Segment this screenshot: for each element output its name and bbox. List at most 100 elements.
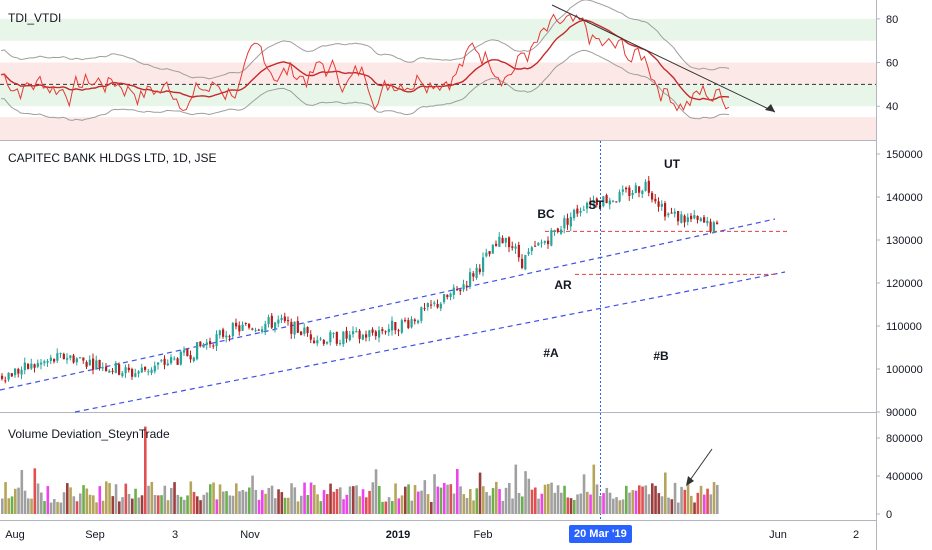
candle-body	[313, 340, 316, 344]
candle-body	[144, 366, 147, 370]
volume-bar	[410, 500, 414, 514]
candle-body	[293, 321, 296, 335]
candle-body	[465, 285, 468, 287]
volume-bar	[413, 485, 417, 514]
volume-bar	[300, 495, 303, 514]
volume-bar	[43, 501, 46, 514]
volume-bar	[287, 497, 290, 514]
volume-bar	[716, 484, 719, 514]
volume-bar	[267, 487, 271, 514]
candle-body	[274, 322, 277, 330]
time-axis-label: 2	[853, 529, 859, 541]
volume-bar	[335, 488, 339, 514]
candle-body	[105, 366, 108, 372]
candle-body	[72, 355, 75, 363]
candle-body	[501, 237, 504, 244]
candle-body	[355, 331, 358, 333]
volume-bar	[371, 482, 375, 514]
volume-bar	[449, 484, 453, 514]
candle-body	[651, 192, 654, 200]
candle-body	[95, 360, 98, 370]
volume-bar	[397, 498, 401, 514]
volume-bar	[170, 487, 173, 514]
volume-bar	[365, 497, 368, 514]
time-axis-label: 2019	[386, 529, 410, 541]
candle-body	[547, 240, 550, 245]
volume-bar	[248, 487, 251, 514]
candle-body	[693, 215, 696, 219]
volume-bar	[560, 492, 563, 514]
candle-body	[417, 320, 420, 323]
volume-bar	[202, 494, 206, 514]
time-axis-label: Feb	[474, 529, 493, 541]
candle-body	[394, 322, 397, 331]
candle-body	[14, 368, 17, 376]
indicator-title: TDI_VTDI	[8, 11, 62, 25]
volume-bar	[225, 491, 228, 514]
volume-bar	[644, 485, 648, 514]
volume-bar	[495, 481, 498, 514]
candle-body	[283, 316, 286, 321]
volume-bar	[543, 484, 547, 514]
tdi-signal-line	[0, 19, 730, 101]
candle-body	[491, 244, 494, 254]
tdi-rsi-line	[0, 13, 730, 112]
volume-bar	[690, 495, 693, 514]
candle-body	[573, 209, 576, 219]
candle-body	[166, 363, 169, 366]
candle-body	[140, 367, 143, 373]
indicator-axis-label: 80	[886, 14, 898, 26]
volume-bar	[118, 501, 121, 514]
volume-bar	[381, 501, 384, 514]
candle-body	[1, 375, 4, 379]
candle-body	[482, 257, 485, 272]
volume-bar	[514, 464, 518, 514]
volume-bar	[563, 485, 566, 514]
candle-body	[251, 328, 254, 330]
candle-body	[361, 334, 364, 340]
candle-body	[673, 211, 676, 214]
candle-body	[436, 303, 439, 308]
candle-body	[30, 363, 33, 369]
volume-bar	[569, 498, 573, 514]
volume-bar	[23, 490, 27, 514]
crosshair-date-badge: 20 Mar '19	[569, 525, 632, 543]
volume-bar	[137, 497, 141, 514]
candle-body	[712, 222, 715, 233]
volume-bar	[709, 494, 713, 514]
candle-body	[530, 247, 533, 251]
candle-body	[147, 371, 150, 373]
lower-volatility-band	[0, 49, 730, 121]
volume-bar	[433, 474, 436, 514]
price-axis-label: 100000	[886, 364, 923, 376]
candle-body	[111, 370, 114, 372]
volume-bar	[150, 481, 154, 514]
volume-bar	[537, 498, 540, 514]
candle-body	[319, 338, 322, 340]
candle-body	[413, 319, 416, 322]
candle-body	[352, 331, 355, 335]
candle-body	[521, 258, 524, 268]
volume-bar	[319, 501, 323, 514]
volume-bar	[82, 485, 85, 514]
volume-bar	[547, 483, 550, 514]
candle-body	[664, 203, 667, 217]
candle-body	[680, 214, 683, 223]
volume-bar	[573, 500, 576, 514]
candle-body	[235, 322, 238, 327]
volume-bar	[309, 482, 313, 514]
candle-body	[176, 358, 179, 365]
volume-bar	[231, 495, 235, 514]
volume-bar	[192, 491, 196, 514]
candle-body	[540, 242, 543, 244]
volume-bar	[664, 472, 667, 514]
arrowhead	[765, 104, 775, 112]
candle-body	[358, 330, 361, 339]
candle-body	[563, 218, 566, 229]
volume-bar	[59, 502, 63, 514]
volume-bar	[238, 491, 241, 514]
volume-bar	[342, 499, 345, 514]
volume-bar	[592, 464, 596, 514]
volume-bar	[322, 490, 326, 514]
